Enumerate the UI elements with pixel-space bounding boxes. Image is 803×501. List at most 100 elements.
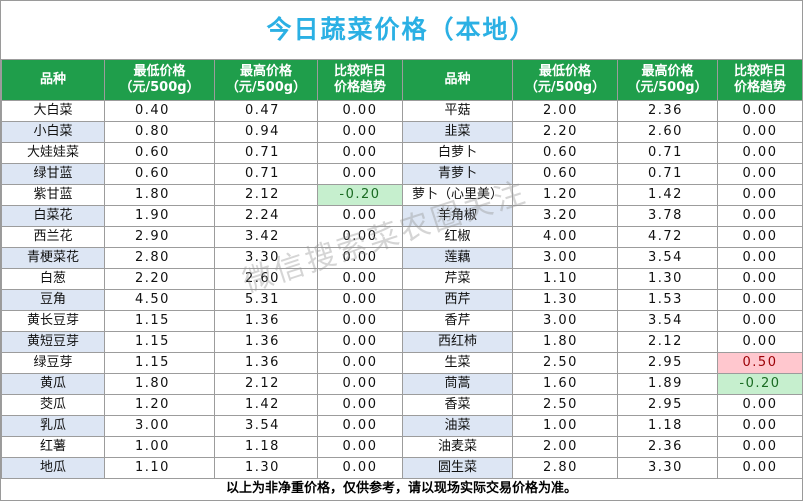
left-high-cell: 2.12 xyxy=(214,184,318,206)
right-high-cell: 1.18 xyxy=(617,415,718,437)
header-trend-left: 比较昨日 价格趋势 xyxy=(317,59,403,101)
right-trend-cell: 0.00 xyxy=(717,163,803,185)
right-high-cell: 1.42 xyxy=(617,184,718,206)
left-low-cell: 1.20 xyxy=(104,394,215,416)
table-row: 白葱 2.20 2.60 0.00 芹菜 1.10 1.30 0.00 xyxy=(1,268,803,290)
right-high-cell: 1.53 xyxy=(617,289,718,311)
left-low-cell: 1.80 xyxy=(104,373,215,395)
table-row: 乳瓜 3.00 3.54 0.00 油菜 1.00 1.18 0.00 xyxy=(1,415,803,437)
right-trend-cell: 0.00 xyxy=(717,331,803,353)
left-trend-cell: -0.20 xyxy=(317,184,403,206)
header-trend-right: 比较昨日 价格趋势 xyxy=(717,59,803,101)
left-high-cell: 0.71 xyxy=(214,163,318,185)
left-low-cell: 2.80 xyxy=(104,247,215,269)
table-body: 大白菜 0.40 0.47 0.00 平菇 2.00 2.36 0.00 小白菜 0.80 0.94… xyxy=(1,100,803,479)
left-low-cell: 1.00 xyxy=(104,436,215,458)
left-trend-cell: 0.00 xyxy=(317,457,403,479)
left-low-cell: 1.15 xyxy=(104,331,215,353)
table-row: 黄长豆芽 1.15 1.36 0.00 香芹 3.00 3.54 0.00 xyxy=(1,310,803,332)
left-trend-cell: 0.00 xyxy=(317,289,403,311)
right-low-cell: 1.80 xyxy=(512,331,618,353)
right-low-cell: 3.20 xyxy=(512,205,618,227)
table-row: 红薯 1.00 1.18 0.00 油麦菜 2.00 2.36 0.00 xyxy=(1,436,803,458)
footer-note: 以上为非净重价格，仅供参考，请以现场实际交易价格为准。 xyxy=(225,481,577,496)
right-trend-cell: 0.00 xyxy=(717,457,803,479)
table-row: 小白菜 0.80 0.94 0.00 韭菜 2.20 2.60 0.00 xyxy=(1,121,803,143)
left-trend-cell: 0.00 xyxy=(317,415,403,437)
left-high-cell: 1.36 xyxy=(214,310,318,332)
right-name-cell: 油菜 xyxy=(402,415,513,437)
table-row: 大白菜 0.40 0.47 0.00 平菇 2.00 2.36 0.00 xyxy=(1,100,803,122)
right-trend-cell: 0.00 xyxy=(717,289,803,311)
left-low-cell: 0.40 xyxy=(104,100,215,122)
left-trend-cell: 0.00 xyxy=(317,226,403,248)
left-high-cell: 5.31 xyxy=(214,289,318,311)
right-trend-cell: 0.00 xyxy=(717,142,803,164)
table-row: 黄短豆芽 1.15 1.36 0.00 西红柿 1.80 2.12 0.00 xyxy=(1,331,803,353)
table-row: 黄瓜 1.80 2.12 0.00 茼蒿 1.60 1.89 -0.20 xyxy=(1,373,803,395)
left-name-cell: 黄短豆芽 xyxy=(1,331,105,353)
right-low-cell: 0.60 xyxy=(512,163,618,185)
table-row: 绿甘蓝 0.60 0.71 0.00 青萝卜 0.60 0.71 0.00 xyxy=(1,163,803,185)
left-high-cell: 0.94 xyxy=(214,121,318,143)
right-high-cell: 3.54 xyxy=(617,310,718,332)
right-name-cell: 芹菜 xyxy=(402,268,513,290)
left-low-cell: 0.60 xyxy=(104,142,215,164)
left-name-cell: 大白菜 xyxy=(1,100,105,122)
table-row: 青梗菜花 2.80 3.30 0.00 莲藕 3.00 3.54 0.00 xyxy=(1,247,803,269)
right-low-cell: 3.00 xyxy=(512,310,618,332)
right-trend-cell: 0.00 xyxy=(717,205,803,227)
right-name-cell: 圆生菜 xyxy=(402,457,513,479)
right-name-cell: 香菜 xyxy=(402,394,513,416)
left-low-cell: 1.90 xyxy=(104,205,215,227)
table-row: 茭瓜 1.20 1.42 0.00 香菜 2.50 2.95 0.00 xyxy=(1,394,803,416)
header-name-right: 品种 xyxy=(402,59,513,101)
left-trend-cell: 0.00 xyxy=(317,373,403,395)
left-low-cell: 4.50 xyxy=(104,289,215,311)
left-trend-cell: 0.00 xyxy=(317,436,403,458)
right-high-cell: 0.71 xyxy=(617,163,718,185)
left-high-cell: 1.36 xyxy=(214,331,318,353)
right-low-cell: 2.20 xyxy=(512,121,618,143)
right-low-cell: 1.20 xyxy=(512,184,618,206)
left-trend-cell: 0.00 xyxy=(317,268,403,290)
left-name-cell: 大娃娃菜 xyxy=(1,142,105,164)
right-low-cell: 1.10 xyxy=(512,268,618,290)
right-low-cell: 4.00 xyxy=(512,226,618,248)
table-row: 地瓜 1.10 1.30 0.00 圆生菜 2.80 3.30 0.00 xyxy=(1,457,803,479)
left-name-cell: 小白菜 xyxy=(1,121,105,143)
left-name-cell: 乳瓜 xyxy=(1,415,105,437)
right-name-cell: 萝卜（心里美） xyxy=(402,184,513,206)
right-low-cell: 2.50 xyxy=(512,352,618,374)
right-trend-cell: 0.00 xyxy=(717,268,803,290)
right-name-cell: 平菇 xyxy=(402,100,513,122)
left-low-cell: 1.15 xyxy=(104,352,215,374)
right-high-cell: 4.72 xyxy=(617,226,718,248)
table-row: 紫甘蓝 1.80 2.12 -0.20 萝卜（心里美） 1.20 1.42 0.00 xyxy=(1,184,803,206)
right-name-cell: 红椒 xyxy=(402,226,513,248)
right-high-cell: 2.12 xyxy=(617,331,718,353)
right-name-cell: 羊角椒 xyxy=(402,205,513,227)
table-row: 大娃娃菜 0.60 0.71 0.00 白萝卜 0.60 0.71 0.00 xyxy=(1,142,803,164)
left-name-cell: 白葱 xyxy=(1,268,105,290)
right-trend-cell: 0.00 xyxy=(717,100,803,122)
left-high-cell: 3.54 xyxy=(214,415,318,437)
left-name-cell: 青梗菜花 xyxy=(1,247,105,269)
price-table: 品种 最低价格 （元/500g） 最高价格 （元/500g） 比较昨日 价格趋势 品种… xyxy=(1,59,803,479)
right-high-cell: 3.54 xyxy=(617,247,718,269)
right-high-cell: 2.60 xyxy=(617,121,718,143)
right-low-cell: 0.60 xyxy=(512,142,618,164)
right-high-cell: 3.78 xyxy=(617,205,718,227)
right-trend-cell: 0.50 xyxy=(717,352,803,374)
header-high-left: 最高价格 （元/500g） xyxy=(214,59,318,101)
left-trend-cell: 0.00 xyxy=(317,331,403,353)
header-low-left: 最低价格 （元/500g） xyxy=(104,59,215,101)
left-trend-cell: 0.00 xyxy=(317,205,403,227)
right-name-cell: 韭菜 xyxy=(402,121,513,143)
right-low-cell: 2.00 xyxy=(512,100,618,122)
right-name-cell: 生菜 xyxy=(402,352,513,374)
right-trend-cell: 0.00 xyxy=(717,310,803,332)
left-name-cell: 西兰花 xyxy=(1,226,105,248)
page-title: 今日蔬菜价格（本地） xyxy=(266,15,537,44)
